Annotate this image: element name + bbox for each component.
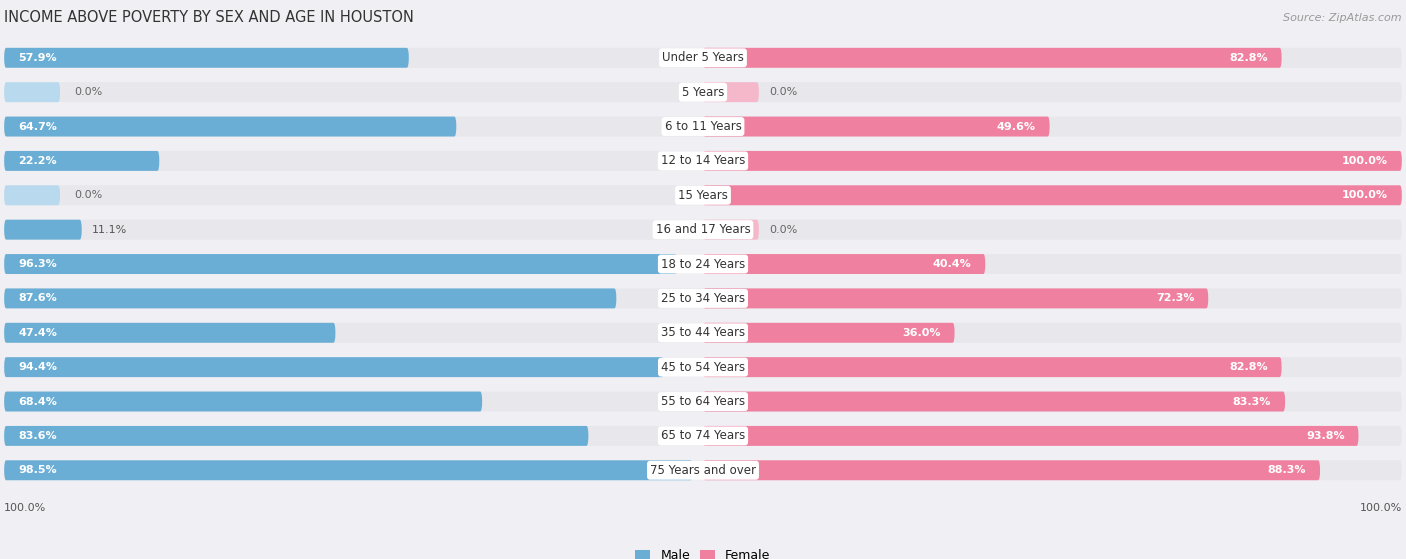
Text: 96.3%: 96.3% — [18, 259, 56, 269]
Text: Under 5 Years: Under 5 Years — [662, 51, 744, 64]
Text: 57.9%: 57.9% — [18, 53, 56, 63]
FancyBboxPatch shape — [4, 357, 1402, 377]
FancyBboxPatch shape — [4, 288, 616, 309]
FancyBboxPatch shape — [4, 357, 664, 377]
FancyBboxPatch shape — [4, 151, 1402, 171]
Text: 93.8%: 93.8% — [1306, 431, 1344, 441]
Text: 100.0%: 100.0% — [1341, 190, 1388, 200]
FancyBboxPatch shape — [4, 288, 1402, 309]
Text: 22.2%: 22.2% — [18, 156, 56, 166]
Text: 49.6%: 49.6% — [997, 121, 1036, 131]
FancyBboxPatch shape — [703, 186, 1402, 205]
Text: 68.4%: 68.4% — [18, 396, 58, 406]
Text: 16 and 17 Years: 16 and 17 Years — [655, 223, 751, 236]
FancyBboxPatch shape — [4, 82, 1402, 102]
Text: 94.4%: 94.4% — [18, 362, 58, 372]
Text: 100.0%: 100.0% — [1341, 156, 1388, 166]
Text: 83.3%: 83.3% — [1233, 396, 1271, 406]
Text: 98.5%: 98.5% — [18, 465, 56, 475]
FancyBboxPatch shape — [703, 254, 986, 274]
Text: 0.0%: 0.0% — [75, 87, 103, 97]
FancyBboxPatch shape — [703, 48, 1282, 68]
Text: 47.4%: 47.4% — [18, 328, 58, 338]
FancyBboxPatch shape — [4, 48, 1402, 68]
Text: Source: ZipAtlas.com: Source: ZipAtlas.com — [1284, 13, 1402, 23]
Text: INCOME ABOVE POVERTY BY SEX AND AGE IN HOUSTON: INCOME ABOVE POVERTY BY SEX AND AGE IN H… — [4, 11, 413, 25]
FancyBboxPatch shape — [703, 82, 759, 102]
Text: 6 to 11 Years: 6 to 11 Years — [665, 120, 741, 133]
Text: 75 Years and over: 75 Years and over — [650, 464, 756, 477]
FancyBboxPatch shape — [4, 391, 1402, 411]
Text: 83.6%: 83.6% — [18, 431, 56, 441]
FancyBboxPatch shape — [703, 426, 1358, 446]
Text: 40.4%: 40.4% — [932, 259, 972, 269]
FancyBboxPatch shape — [4, 254, 678, 274]
FancyBboxPatch shape — [4, 186, 60, 205]
FancyBboxPatch shape — [4, 323, 1402, 343]
FancyBboxPatch shape — [703, 357, 1282, 377]
FancyBboxPatch shape — [703, 323, 955, 343]
Text: 18 to 24 Years: 18 to 24 Years — [661, 258, 745, 271]
FancyBboxPatch shape — [4, 48, 409, 68]
Text: 87.6%: 87.6% — [18, 293, 56, 304]
Text: 88.3%: 88.3% — [1268, 465, 1306, 475]
Text: 35 to 44 Years: 35 to 44 Years — [661, 326, 745, 339]
Text: 25 to 34 Years: 25 to 34 Years — [661, 292, 745, 305]
FancyBboxPatch shape — [4, 323, 336, 343]
Text: 0.0%: 0.0% — [769, 87, 797, 97]
FancyBboxPatch shape — [703, 391, 1285, 411]
Text: 5 Years: 5 Years — [682, 86, 724, 99]
FancyBboxPatch shape — [4, 82, 60, 102]
Text: 100.0%: 100.0% — [1360, 503, 1402, 513]
FancyBboxPatch shape — [4, 220, 82, 240]
Text: 82.8%: 82.8% — [1229, 362, 1268, 372]
FancyBboxPatch shape — [4, 117, 1402, 136]
Legend: Male, Female: Male, Female — [636, 549, 770, 559]
FancyBboxPatch shape — [703, 288, 1208, 309]
FancyBboxPatch shape — [4, 117, 457, 136]
FancyBboxPatch shape — [4, 426, 1402, 446]
FancyBboxPatch shape — [4, 460, 1402, 480]
FancyBboxPatch shape — [703, 220, 759, 240]
FancyBboxPatch shape — [703, 117, 1050, 136]
Text: 65 to 74 Years: 65 to 74 Years — [661, 429, 745, 442]
Text: 15 Years: 15 Years — [678, 189, 728, 202]
FancyBboxPatch shape — [703, 151, 1402, 171]
Text: 55 to 64 Years: 55 to 64 Years — [661, 395, 745, 408]
Text: 36.0%: 36.0% — [903, 328, 941, 338]
Text: 72.3%: 72.3% — [1156, 293, 1194, 304]
Text: 82.8%: 82.8% — [1229, 53, 1268, 63]
Text: 0.0%: 0.0% — [75, 190, 103, 200]
Text: 11.1%: 11.1% — [93, 225, 128, 235]
FancyBboxPatch shape — [4, 254, 1402, 274]
FancyBboxPatch shape — [4, 220, 1402, 240]
FancyBboxPatch shape — [4, 391, 482, 411]
Text: 12 to 14 Years: 12 to 14 Years — [661, 154, 745, 167]
FancyBboxPatch shape — [4, 151, 159, 171]
Text: 64.7%: 64.7% — [18, 121, 58, 131]
Text: 100.0%: 100.0% — [4, 503, 46, 513]
FancyBboxPatch shape — [703, 460, 1320, 480]
Text: 45 to 54 Years: 45 to 54 Years — [661, 361, 745, 373]
FancyBboxPatch shape — [4, 460, 693, 480]
FancyBboxPatch shape — [4, 186, 1402, 205]
Text: 0.0%: 0.0% — [769, 225, 797, 235]
FancyBboxPatch shape — [4, 426, 588, 446]
